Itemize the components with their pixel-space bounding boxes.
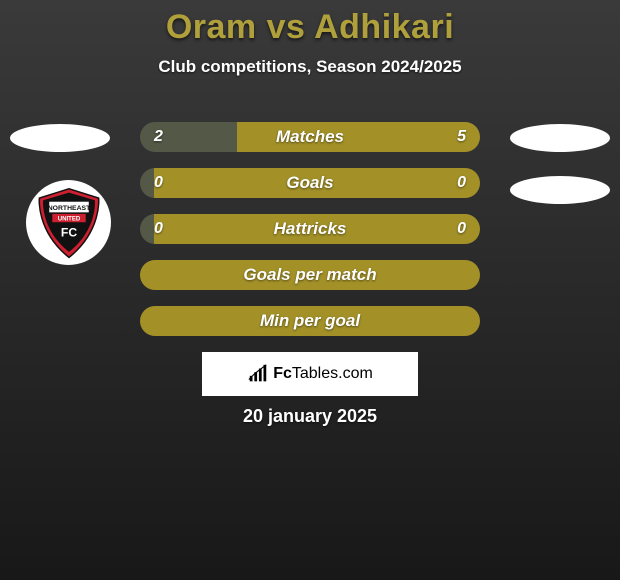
stat-right-value: 5 <box>457 122 466 152</box>
attribution-text: FcTables.com <box>273 365 373 383</box>
svg-text:FC: FC <box>60 225 76 239</box>
stat-label: Hattricks <box>140 214 480 244</box>
club-right-badge <box>510 176 610 204</box>
stat-row-goals-per-match: Goals per match <box>140 260 480 290</box>
stat-label: Goals per match <box>140 260 480 290</box>
stat-right-value: 0 <box>457 214 466 244</box>
stat-row-goals: 0 Goals 0 <box>140 168 480 198</box>
svg-text:NORTHEAST: NORTHEAST <box>47 205 90 212</box>
page-title: Oram vs Adhikari <box>0 0 620 47</box>
attribution-badge: FcTables.com <box>202 352 418 396</box>
comparison-infographic: Oram vs Adhikari Club competitions, Seas… <box>0 0 620 580</box>
club-left-badge: NORTHEAST UNITED FC <box>26 180 111 265</box>
stat-row-min-per-goal: Min per goal <box>140 306 480 336</box>
stat-right-value: 0 <box>457 168 466 198</box>
player-left-badge <box>10 124 110 152</box>
svg-text:UNITED: UNITED <box>57 215 80 222</box>
stat-bars: 2 Matches 5 0 Goals 0 0 Hattricks 0 Goal… <box>140 122 480 352</box>
stat-row-hattricks: 0 Hattricks 0 <box>140 214 480 244</box>
subtitle: Club competitions, Season 2024/2025 <box>0 57 620 77</box>
player-right-badge <box>510 124 610 152</box>
stat-label: Min per goal <box>140 306 480 336</box>
chart-bars-icon <box>247 363 269 385</box>
stat-row-matches: 2 Matches 5 <box>140 122 480 152</box>
date-text: 20 january 2025 <box>0 406 620 427</box>
stat-label: Matches <box>140 122 480 152</box>
stat-label: Goals <box>140 168 480 198</box>
northeast-united-shield-icon: NORTHEAST UNITED FC <box>31 185 107 261</box>
